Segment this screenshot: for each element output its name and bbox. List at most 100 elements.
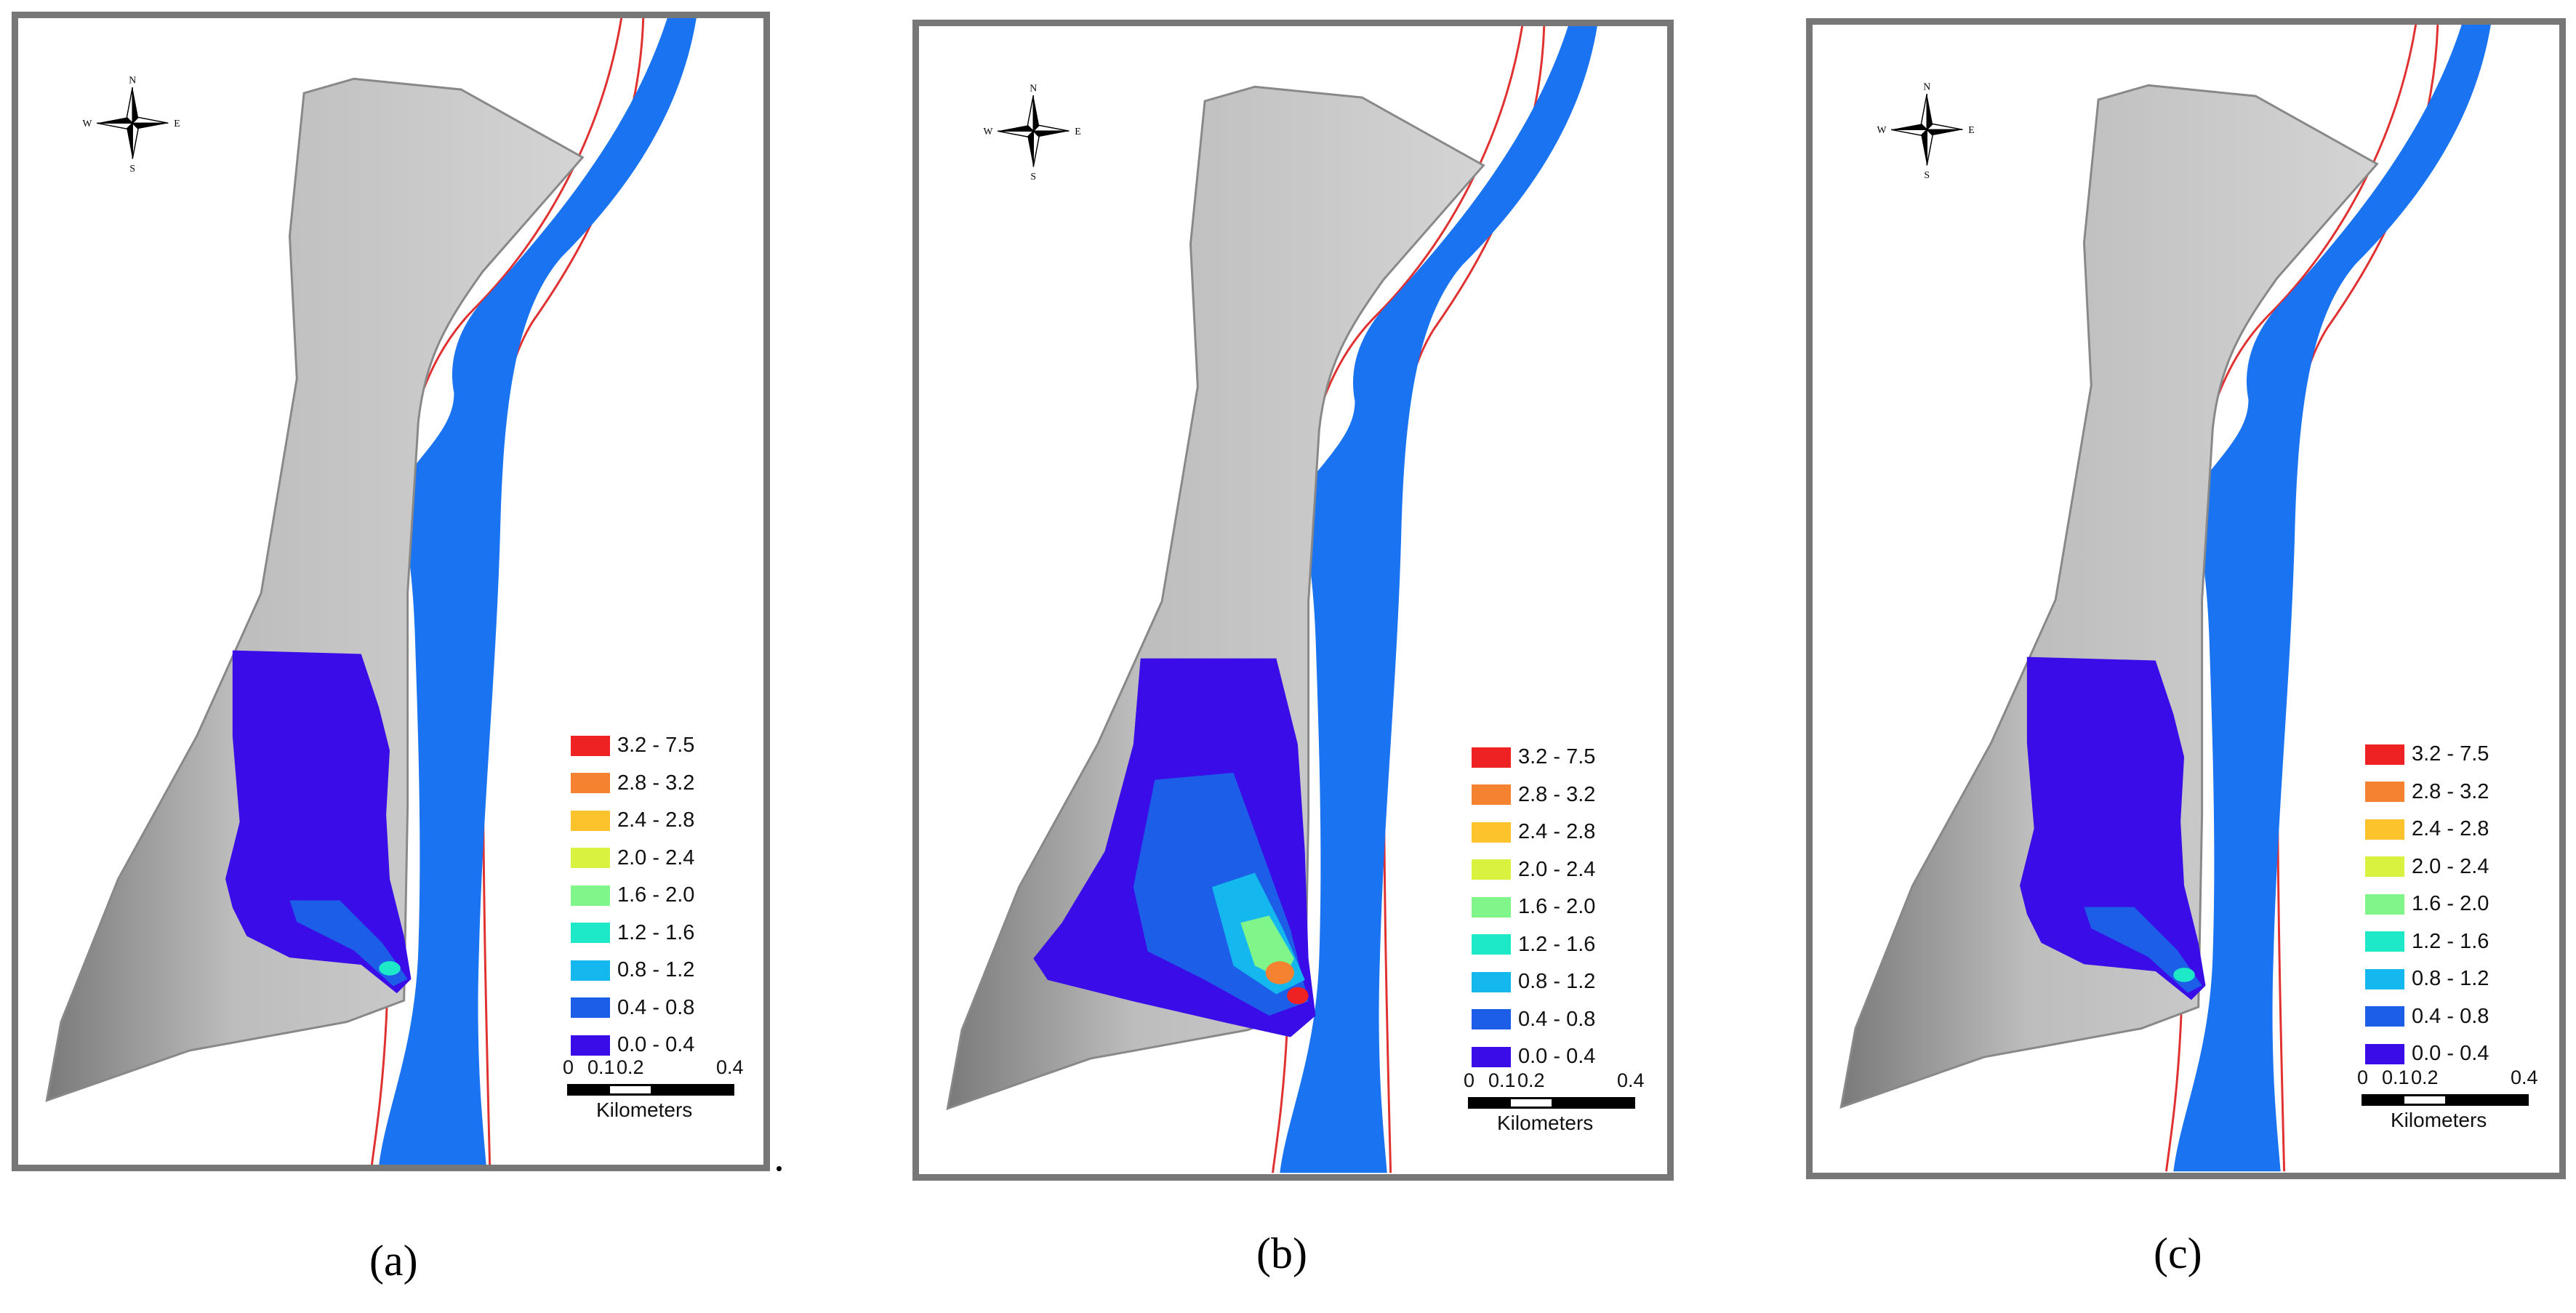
- scale-graphic: [567, 1084, 734, 1096]
- scale-unit: Kilometers: [2391, 1109, 2487, 1131]
- legend-swatch: [1472, 1046, 1511, 1067]
- legend-swatch: [571, 923, 610, 944]
- legend-label: 0.4 - 0.8: [2412, 1004, 2489, 1028]
- legend-item: 2.4 - 2.8: [571, 802, 763, 840]
- legend-label: 2.8 - 3.2: [1518, 782, 1596, 806]
- caption-a: (a): [369, 1237, 418, 1285]
- flood-depth-high: [379, 961, 401, 976]
- compass-east: E: [1075, 126, 1080, 137]
- legend-label: 0.8 - 1.2: [2412, 967, 2489, 991]
- legend-label: 0.8 - 1.2: [617, 958, 695, 982]
- caption-b: (b): [1256, 1229, 1307, 1277]
- scale-tick: 0.4: [716, 1056, 744, 1078]
- legend-label: 1.6 - 2.0: [2412, 892, 2489, 916]
- stray-dot: [777, 1166, 782, 1171]
- legend-swatch: [2365, 1043, 2404, 1064]
- legend: 3.2 - 7.5 2.8 - 3.2 2.4 - 2.8 2.0 - 2.4 …: [1472, 739, 1667, 1076]
- flood-depth-medium: [2084, 907, 2202, 993]
- legend-item: 2.0 - 2.4: [2365, 848, 2559, 886]
- legend-swatch: [1472, 747, 1511, 768]
- legend-label: 2.0 - 2.4: [2412, 854, 2489, 878]
- compass-east: E: [1968, 124, 1974, 135]
- legend-swatch: [571, 773, 610, 794]
- legend-label: 2.4 - 2.8: [617, 808, 695, 832]
- legend-label: 2.8 - 3.2: [617, 771, 695, 795]
- legend-label: 3.2 - 7.5: [617, 734, 695, 758]
- compass-rose: N S E W: [1877, 81, 1974, 180]
- flood-depth-medium: [289, 900, 408, 987]
- legend-swatch: [571, 735, 610, 756]
- legend-label: 0.0 - 0.4: [1518, 1045, 1596, 1069]
- legend-swatch: [2365, 1006, 2404, 1027]
- legend-label: 1.6 - 2.0: [1518, 895, 1596, 919]
- compass-north: N: [129, 74, 136, 85]
- scale-tick: 0.1: [1488, 1069, 1516, 1091]
- legend-item: 0.8 - 1.2: [571, 952, 763, 989]
- compass-east: E: [174, 118, 180, 129]
- compass-rose: N S E W: [82, 74, 180, 174]
- legend-swatch: [571, 848, 610, 869]
- legend-item: 1.6 - 2.0: [2365, 886, 2559, 923]
- legend-item: 0.4 - 0.8: [2365, 998, 2559, 1036]
- legend-label: 2.4 - 2.8: [2412, 817, 2489, 841]
- caption-c: (c): [2154, 1229, 2202, 1277]
- legend-swatch: [2365, 819, 2404, 840]
- legend: 3.2 - 7.5 2.8 - 3.2 2.4 - 2.8 2.0 - 2.4 …: [571, 727, 763, 1064]
- legend-swatch: [1472, 859, 1511, 880]
- legend-item: 2.4 - 2.8: [1472, 814, 1667, 851]
- legend-swatch: [571, 960, 610, 981]
- legend-item: 1.2 - 1.6: [1472, 926, 1667, 964]
- flood-extent: [2020, 656, 2206, 1000]
- compass-north: N: [1030, 82, 1037, 93]
- legend-label: 3.2 - 7.5: [2412, 742, 2489, 766]
- flood-depth-max: [1287, 987, 1309, 1005]
- legend-item: 3.2 - 7.5: [1472, 739, 1667, 776]
- flood-extent: [225, 650, 412, 994]
- legend-label: 2.0 - 2.4: [1518, 857, 1596, 881]
- legend-item: 2.8 - 3.2: [2365, 774, 2559, 811]
- legend: 3.2 - 7.5 2.8 - 3.2 2.4 - 2.8 2.0 - 2.4 …: [2365, 736, 2559, 1073]
- scale-tick: 0.4: [1617, 1069, 1645, 1091]
- river: [1280, 26, 1597, 1173]
- legend-label: 1.2 - 1.6: [2412, 929, 2489, 953]
- terrain-area: [946, 85, 1485, 1110]
- terrain-area: [1839, 84, 2379, 1109]
- legend-item: 1.2 - 1.6: [2365, 923, 2559, 961]
- map-canvas-b: N S E W: [946, 26, 1597, 1173]
- legend-item: 2.0 - 2.4: [571, 840, 763, 878]
- legend-item: 0.4 - 0.8: [1472, 1001, 1667, 1039]
- legend-item: 0.0 - 0.4: [571, 1027, 763, 1064]
- legend-label: 1.2 - 1.6: [617, 920, 695, 944]
- compass-west: W: [82, 118, 92, 129]
- legend-label: 0.0 - 0.4: [2412, 1042, 2489, 1066]
- legend-swatch: [571, 997, 610, 1019]
- scale-tick: 0: [2357, 1067, 2369, 1088]
- map-panel-c: N S E W 3.2 - 7.5 2.8 - 3.2 2.4 - 2.8 2.…: [1806, 18, 2566, 1179]
- legend-label: 0.0 - 0.4: [617, 1033, 695, 1057]
- scale-bar: 0 0.1 0.2 0.4 Kilometers: [2357, 1067, 2543, 1168]
- legend-swatch: [1472, 896, 1511, 918]
- terrain-area: [45, 77, 585, 1102]
- legend-item: 1.6 - 2.0: [1472, 888, 1667, 926]
- legend-item: 2.0 - 2.4: [1472, 851, 1667, 889]
- legend-item: 0.8 - 1.2: [2365, 960, 2559, 998]
- scale-unit: Kilometers: [1497, 1112, 1594, 1134]
- map-panel-a: N S E W 3.2 - 7.5 2.8 - 3.2 2.4 - 2.8 2.…: [12, 12, 770, 1171]
- legend-label: 3.2 - 7.5: [1518, 745, 1596, 769]
- compass-rose: N S E W: [983, 82, 1080, 182]
- legend-swatch: [571, 810, 610, 831]
- legend-item: 3.2 - 7.5: [571, 727, 763, 765]
- compass-north: N: [1923, 81, 1930, 92]
- legend-label: 2.8 - 3.2: [2412, 779, 2489, 803]
- legend-item: 0.0 - 0.4: [2365, 1035, 2559, 1073]
- compass-south: S: [1030, 171, 1036, 182]
- legend-swatch: [2365, 782, 2404, 803]
- legend-swatch: [571, 1035, 610, 1056]
- legend-item: 1.6 - 2.0: [571, 877, 763, 915]
- legend-label: 0.4 - 0.8: [1518, 1007, 1596, 1031]
- legend-swatch: [1472, 934, 1511, 955]
- scale-ticks: 0 0.1 0.2 0.4: [563, 1056, 749, 1081]
- legend-swatch: [2365, 968, 2404, 989]
- scale-graphic: [2362, 1094, 2529, 1106]
- legend-swatch: [1472, 1009, 1511, 1030]
